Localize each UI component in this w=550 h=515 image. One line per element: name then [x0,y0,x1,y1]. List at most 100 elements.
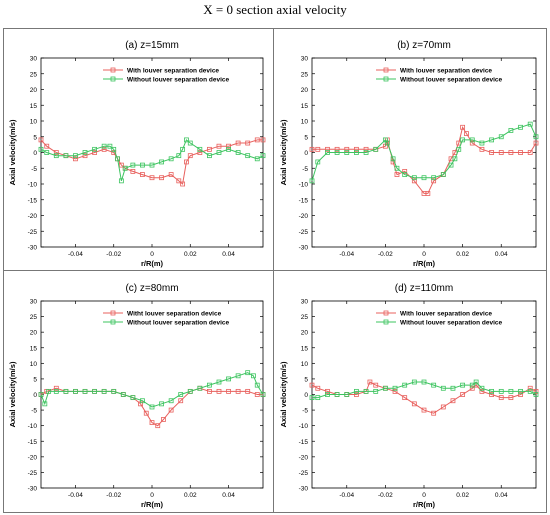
data-point [168,407,174,413]
data-point [431,178,437,184]
data-point [143,410,149,416]
data-point [92,150,97,155]
data-point [315,385,321,391]
data-point [518,150,523,155]
data-point [187,153,193,159]
data-point [518,392,523,397]
data-point [168,156,174,162]
data-point [425,191,431,196]
data-point [315,159,321,165]
legend-marker [110,310,116,316]
y-tick-label: 0 [304,392,308,399]
x-axis-label: r/R(m) [413,259,436,268]
data-point [452,150,458,155]
data-point [260,153,266,159]
chart-panel-a: (a) z=15mm -30 -25 -20 -15 -10 -5 0 5 10 15 20 25 30 -… [8,40,266,268]
data-point [344,150,350,155]
data-point [251,373,256,379]
y-tick-label: 0 [33,150,37,157]
x-tick-label: -0.04 [339,251,354,258]
data-point [216,388,222,394]
data-point [82,153,88,159]
y-tick-label: -15 [299,197,309,204]
data-point [226,376,231,382]
x-tick-label: -0.04 [339,492,354,499]
data-point [53,385,59,391]
data-point [334,392,340,397]
y-tick-label: 30 [301,299,309,306]
data-point [140,162,145,168]
data-point [187,388,193,394]
chart-panel-c: (c) z=80mm -30 -25 -20 -15 -10 -5 0 5 10 15 20 25 30 -… [8,283,266,509]
data-point [373,388,379,394]
data-point [334,146,340,152]
data-point [245,370,251,376]
data-point [235,388,241,394]
data-point [101,143,107,149]
legend-label: With louver separation device [400,68,492,75]
data-point [309,178,315,184]
legend-marker [110,67,116,73]
x-tick-label: 0.02 [184,492,197,499]
y-tick-label: 10 [301,119,309,126]
data-point [498,388,504,394]
y-tick-label: 0 [304,150,308,157]
data-point [489,150,494,155]
plot-frame [40,57,264,248]
data-point [527,388,533,394]
series-line [311,123,537,182]
y-tick-label: 20 [301,87,309,94]
data-point [354,392,359,397]
data-point [245,140,251,146]
data-point [178,398,184,404]
data-point [489,137,494,143]
series-line [311,381,537,414]
data-point [325,388,330,394]
chart-panel-b: (b) z=70mm -30 -25 -20 -15 -10 -5 0 5 10 15 20 25 30 -… [279,40,539,268]
data-point [159,175,164,181]
data-point [508,395,514,401]
data-point [473,379,479,385]
data-point [197,150,203,155]
y-tick-label: -5 [31,166,37,173]
y-tick-label: -25 [28,229,38,236]
data-point [38,392,44,397]
data-point [489,392,494,397]
x-tick-label: 0.02 [456,251,469,258]
data-point [245,388,251,394]
data-point [207,382,212,388]
data-point [235,150,241,155]
data-point [309,395,315,401]
data-point [392,385,398,391]
data-point [254,137,260,143]
data-point [118,178,124,184]
data-point [168,398,174,404]
data-point [518,388,523,394]
y-tick-label: -5 [31,408,37,415]
data-point [226,146,231,152]
x-tick-label: 0.04 [495,251,508,258]
y-tick-label: -30 [299,245,309,252]
x-tick-label: -0.04 [68,492,83,499]
data-point [82,388,88,394]
data-point [226,388,231,394]
data-point [184,159,189,165]
data-point [508,128,514,133]
legend-marker [383,319,389,325]
data-point [46,388,52,394]
data-point [235,140,241,146]
x-tick-label: 0.04 [495,492,508,499]
data-point [440,385,446,391]
y-tick-label: 15 [30,345,38,352]
data-point [469,385,475,391]
data-point [421,379,427,385]
legend-label: Witht louver separation device [127,311,222,318]
y-axis-label: Axial velocity(m/s) [8,119,17,185]
data-point [42,401,48,407]
data-point [533,392,539,397]
data-point [373,146,379,152]
y-tick-label: -25 [28,470,38,477]
data-point [207,146,212,152]
x-tick-label: 0.04 [222,492,235,499]
y-axis-label: Axial velocity(m/s) [8,361,17,427]
